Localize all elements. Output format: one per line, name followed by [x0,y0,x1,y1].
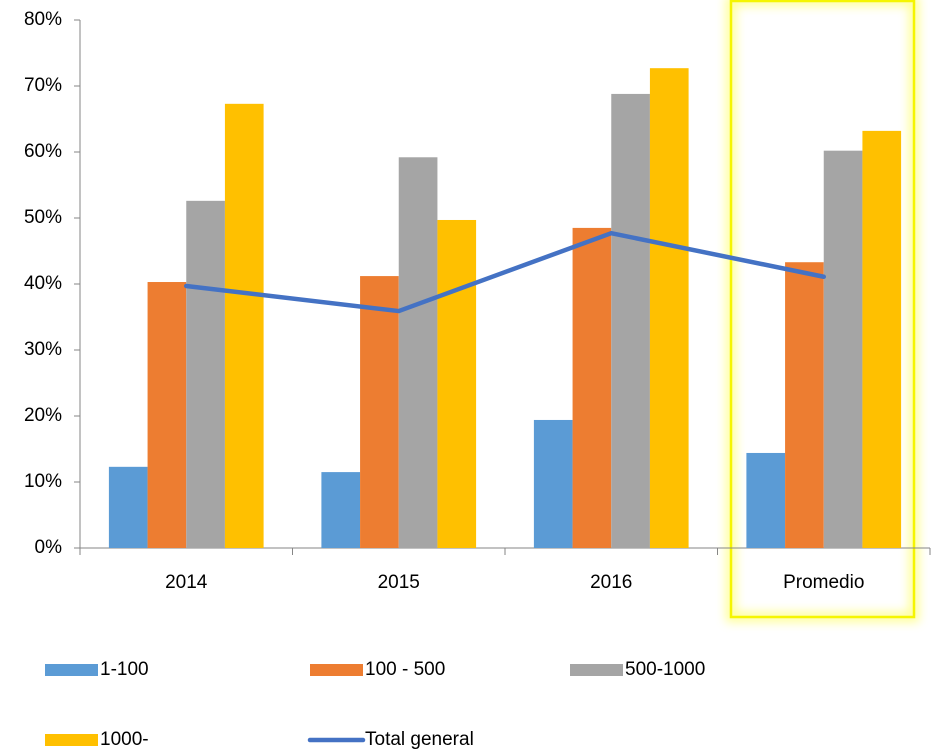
bar [746,452,786,548]
bar [321,472,361,548]
bar [823,150,863,548]
y-tick-label: 20% [24,405,62,426]
y-tick-label: 50% [24,207,62,228]
legend-label: Total general [365,729,474,750]
highlight-box [729,0,916,619]
y-tick-label: 40% [24,273,62,294]
legend-label: 100 - 500 [365,659,445,680]
bar [108,466,148,548]
bar [649,68,689,549]
x-tick-label: 2015 [378,572,420,593]
x-tick-label: 2014 [165,572,208,593]
line [184,230,826,314]
x-tick-label: Promedio [783,572,864,593]
legend-label: 1-100 [100,659,149,680]
bar [360,276,399,548]
y-tick-label: 70% [24,75,62,96]
legend-swatch [570,664,623,676]
legend-swatch [310,664,363,676]
bar [224,103,264,548]
y-tick-label: 30% [24,339,62,360]
bar [398,157,438,548]
x-tick-label: 2016 [590,572,632,593]
bar [862,130,902,548]
bar [785,262,824,548]
y-tick-label: 0% [35,537,63,558]
y-tick-label: 80% [24,9,62,30]
bar [186,200,225,548]
legend-swatch [45,664,98,676]
legend-swatch [45,734,98,746]
legend-label: 1000- [100,729,149,750]
bar [147,282,187,548]
bar [611,93,650,549]
bar [572,227,612,548]
bar [437,219,477,549]
y-tick-label: 60% [24,141,62,162]
y-tick-label: 10% [24,471,62,492]
legend-label: 500-1000 [625,659,705,680]
bar [533,419,573,548]
